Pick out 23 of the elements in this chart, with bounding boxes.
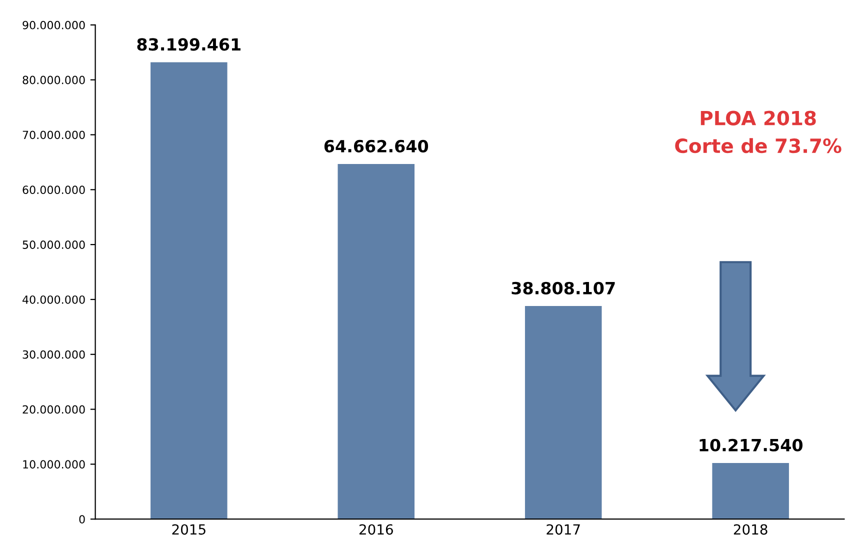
y-tick-label: 70.000.000 (22, 130, 85, 140)
y-tick-label: 0 (79, 515, 85, 524)
x-tick-label: 2015 (172, 524, 206, 535)
x-tick-label: 2016 (359, 524, 393, 535)
y-tick-label: 40.000.000 (22, 295, 85, 304)
data-label: 83.199.461 (137, 38, 240, 51)
data-label: 64.662.640 (324, 140, 428, 152)
bar (338, 164, 415, 520)
annotation: PLOA 2018 Corte de 73.7% (675, 110, 842, 154)
y-tick-label: 20.000.000 (22, 405, 85, 414)
bar (150, 62, 228, 520)
x-tick-label: 2017 (546, 524, 580, 535)
data-label: 10.217.540 (700, 438, 803, 452)
data-label: 38.808.107 (512, 282, 615, 294)
bar (712, 462, 789, 520)
y-tick-label: 60.000.000 (22, 186, 85, 194)
y-tick-label: 10.000.000 (23, 460, 85, 469)
x-tick-label: 2018 (734, 524, 768, 535)
y-tick-label: 50.000.000 (22, 240, 85, 249)
y-tick-label: 80.000.000 (22, 76, 85, 84)
y-tick-label: 30.000.000 (22, 350, 85, 359)
bar (524, 306, 602, 520)
y-tick-label: 90.000.000 (22, 20, 85, 30)
